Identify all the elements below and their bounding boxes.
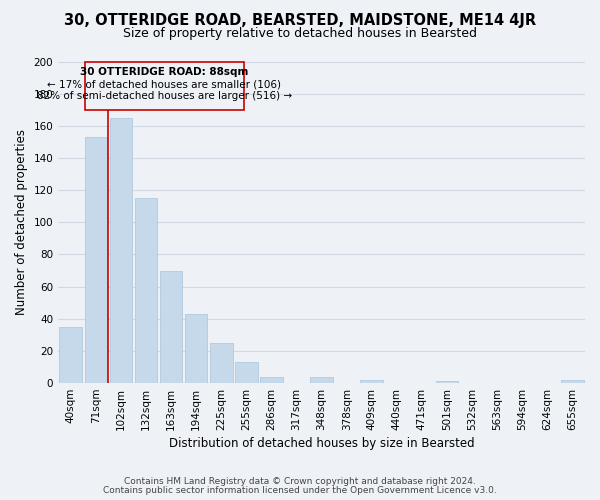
Text: 30 OTTERIDGE ROAD: 88sqm: 30 OTTERIDGE ROAD: 88sqm xyxy=(80,67,248,77)
FancyBboxPatch shape xyxy=(85,62,244,110)
Y-axis label: Number of detached properties: Number of detached properties xyxy=(15,130,28,316)
Bar xyxy=(160,270,182,383)
Text: 82% of semi-detached houses are larger (516) →: 82% of semi-detached houses are larger (… xyxy=(37,91,292,101)
Bar xyxy=(59,327,82,383)
Text: 30, OTTERIDGE ROAD, BEARSTED, MAIDSTONE, ME14 4JR: 30, OTTERIDGE ROAD, BEARSTED, MAIDSTONE,… xyxy=(64,12,536,28)
Text: Contains public sector information licensed under the Open Government Licence v3: Contains public sector information licen… xyxy=(103,486,497,495)
Text: ← 17% of detached houses are smaller (106): ← 17% of detached houses are smaller (10… xyxy=(47,79,281,89)
Text: Contains HM Land Registry data © Crown copyright and database right 2024.: Contains HM Land Registry data © Crown c… xyxy=(124,477,476,486)
Bar xyxy=(210,343,233,383)
Bar xyxy=(310,376,333,383)
Text: Size of property relative to detached houses in Bearsted: Size of property relative to detached ho… xyxy=(123,28,477,40)
Bar xyxy=(185,314,208,383)
X-axis label: Distribution of detached houses by size in Bearsted: Distribution of detached houses by size … xyxy=(169,437,475,450)
Bar xyxy=(110,118,132,383)
Bar xyxy=(561,380,584,383)
Bar xyxy=(361,380,383,383)
Bar xyxy=(85,137,107,383)
Bar xyxy=(260,376,283,383)
Bar xyxy=(134,198,157,383)
Bar xyxy=(436,382,458,383)
Bar xyxy=(235,362,257,383)
